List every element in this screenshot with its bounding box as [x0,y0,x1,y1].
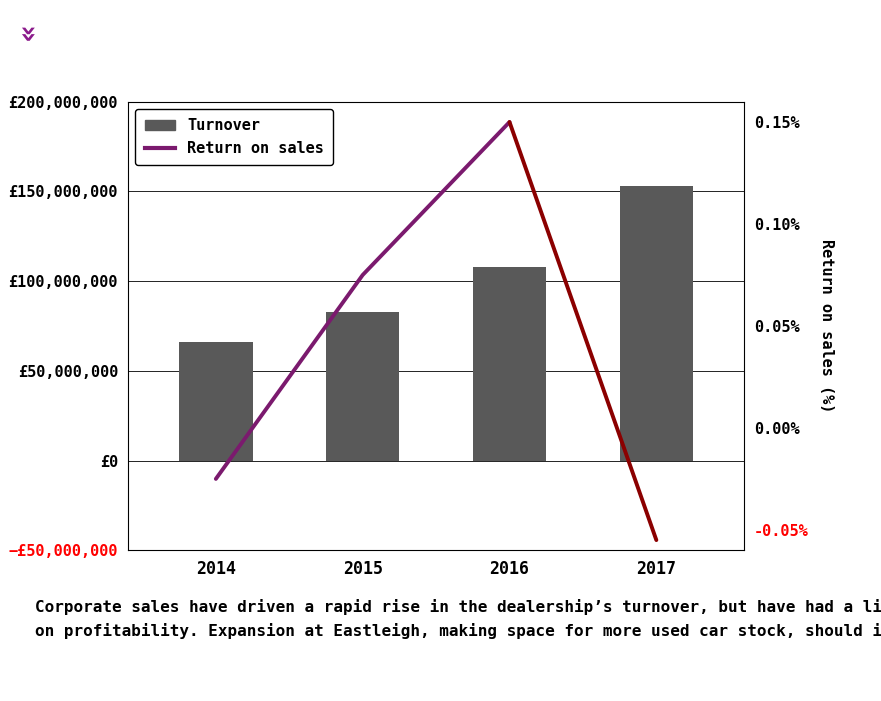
Bar [326,312,399,461]
Text: PARTRIDGE OF HAMPSHIRE - TURNOVER vs ROS: PARTRIDGE OF HAMPSHIRE - TURNOVER vs ROS [48,25,553,45]
Bar [473,267,546,461]
Text: (SOURCE: COMPANIES HOUSE): (SOURCE: COMPANIES HOUSE) [659,30,834,40]
Y-axis label: Return on sales (%): Return on sales (%) [819,239,834,413]
Bar [619,186,693,461]
Text: Corporate sales have driven a rapid rise in the dealership’s turnover, but have : Corporate sales have driven a rapid rise… [35,599,881,639]
Text: »: » [11,26,39,44]
Legend: Turnover, Return on sales: Turnover, Return on sales [136,109,333,165]
Bar [179,342,253,461]
